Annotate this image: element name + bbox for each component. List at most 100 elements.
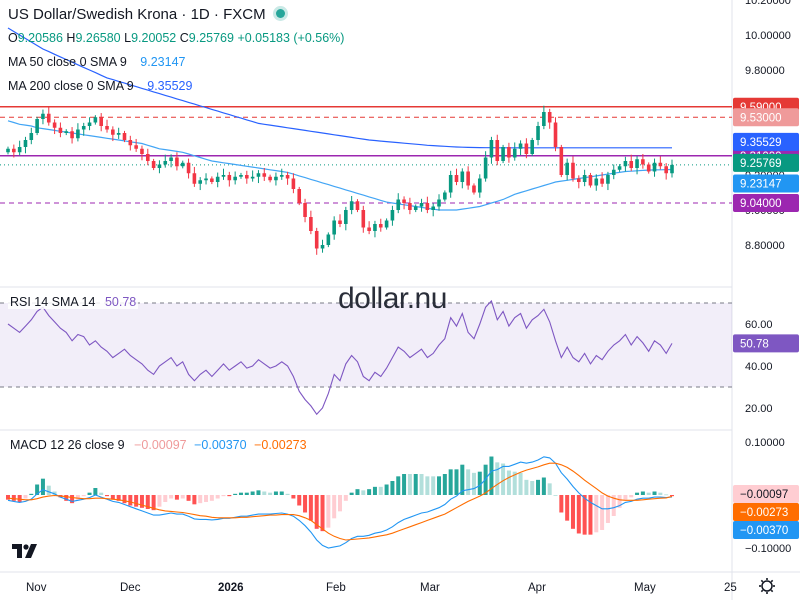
candle-body	[571, 162, 575, 179]
candle-body	[565, 162, 569, 175]
time-tick-label: Feb	[326, 582, 346, 594]
candle-body	[553, 122, 558, 147]
macd-histogram-bar	[407, 474, 412, 495]
macd-histogram-bar	[262, 491, 267, 495]
macd-histogram-bar	[326, 495, 331, 528]
macd-histogram-bar	[192, 495, 197, 505]
symbol-title[interactable]: US Dollar/Swedish Krona · 1D · FXCM	[8, 6, 285, 23]
candle-body	[594, 178, 599, 186]
candle-body	[437, 199, 441, 207]
symbol-title-text: US Dollar/Swedish Krona · 1D · FXCM	[8, 6, 266, 23]
candle-body	[518, 143, 523, 149]
candle-body	[664, 166, 668, 174]
macd-histogram-bar	[477, 471, 482, 495]
macd-tick-label: −0.10000	[745, 543, 791, 555]
macd-histogram-bar	[553, 495, 558, 496]
time-tick-label: 2026	[218, 582, 244, 594]
macd-histogram-bar	[221, 495, 226, 497]
candle-body	[355, 201, 360, 210]
candle-body	[582, 175, 587, 182]
macd-histogram-bar	[314, 495, 319, 529]
macd-histogram-bar	[547, 483, 552, 495]
macd-legend-macd: −0.00370	[194, 438, 247, 452]
macd-legend-label: MACD 12 26 close 9	[10, 438, 125, 452]
time-tick-label: Mar	[420, 582, 440, 594]
candle-body	[390, 210, 395, 221]
macd-histogram-bar	[349, 492, 354, 495]
ohlc-close-value: 9.25769	[188, 31, 234, 45]
settings-gear-icon[interactable]	[759, 578, 775, 594]
rsi-legend-label: RSI 14 SMA 14	[10, 295, 96, 309]
macd-histogram-bar	[238, 492, 243, 495]
candle-body	[297, 189, 302, 203]
candle-body	[646, 164, 651, 172]
macd-histogram-bar	[105, 495, 110, 497]
candle-body	[122, 133, 127, 140]
tradingview-logo-icon	[12, 544, 37, 558]
time-tick-label: May	[634, 582, 656, 594]
candle-body	[314, 231, 319, 249]
candle-body	[151, 161, 156, 168]
macd-histogram-bar	[355, 489, 360, 495]
candle-body	[64, 131, 69, 133]
ma200-legend[interactable]: MA 200 close 0 SMA 9 9.35529	[8, 79, 192, 93]
candle-body	[577, 178, 581, 182]
macd-histogram-bar	[623, 495, 628, 500]
candle-body	[344, 210, 348, 224]
candle-body	[419, 203, 424, 207]
candle-body	[175, 157, 179, 167]
candle-body	[12, 148, 16, 153]
macd-line	[7, 456, 673, 549]
macd-histogram-bar	[343, 495, 348, 501]
candle-body	[76, 129, 80, 139]
candle-body	[454, 175, 459, 182]
candle-body	[250, 176, 255, 179]
candle-body	[542, 112, 546, 126]
macd-histogram-bar	[303, 495, 308, 513]
candle-body	[588, 175, 593, 186]
rsi-legend-value: 50.78	[104, 295, 137, 309]
candle-body	[617, 166, 622, 170]
macd-histogram-bar	[285, 493, 290, 495]
rsi-legend[interactable]: RSI 14 SMA 14 50.78	[8, 295, 139, 309]
candle-body	[606, 175, 610, 184]
candle-body	[111, 129, 115, 135]
macd-histogram-bar	[52, 491, 57, 495]
candle-body	[52, 122, 57, 128]
candle-body	[274, 176, 278, 181]
macd-legend[interactable]: MACD 12 26 close 9 −0.00097 −0.00370 −0.…	[8, 438, 309, 452]
candle-body	[559, 147, 564, 175]
gear-tooth	[770, 589, 774, 593]
macd-histogram-bar	[565, 495, 570, 521]
candle-body	[279, 175, 284, 177]
candle-body	[320, 245, 325, 249]
candle-body	[6, 148, 10, 153]
macd-histogram-bar	[244, 492, 249, 495]
candle-body	[512, 148, 517, 158]
candle-body	[198, 180, 203, 184]
candle-body	[378, 224, 383, 228]
macd-histogram-bar	[431, 476, 436, 495]
macd-histogram-bar	[425, 476, 430, 495]
time-axis: Nov Dec 2026 Feb Mar Apr May 25	[26, 578, 775, 594]
candle-body	[215, 176, 220, 182]
macd-histogram-bar	[75, 495, 80, 500]
macd-histogram-bar	[454, 469, 459, 495]
macd-histogram-bar	[250, 491, 255, 495]
candle-body	[472, 185, 476, 193]
candle-body	[58, 127, 63, 133]
macd-histogram-bar	[536, 479, 541, 495]
candle-body	[140, 148, 144, 154]
ma50-legend[interactable]: MA 50 close 0 SMA 9 9.23147	[8, 55, 185, 69]
rsi-line	[7, 299, 673, 416]
market-open-icon	[275, 9, 285, 18]
macd-histogram-bar	[378, 486, 383, 495]
candle-body	[641, 159, 645, 165]
candle-body	[501, 147, 505, 161]
candle-body	[623, 161, 628, 167]
price-tick-label: 10.20000	[745, 0, 791, 7]
macd-histogram-bar	[413, 474, 418, 495]
macd-histogram-bar	[163, 495, 168, 502]
macd-histogram-bar	[320, 495, 325, 532]
candle-body	[477, 178, 482, 193]
